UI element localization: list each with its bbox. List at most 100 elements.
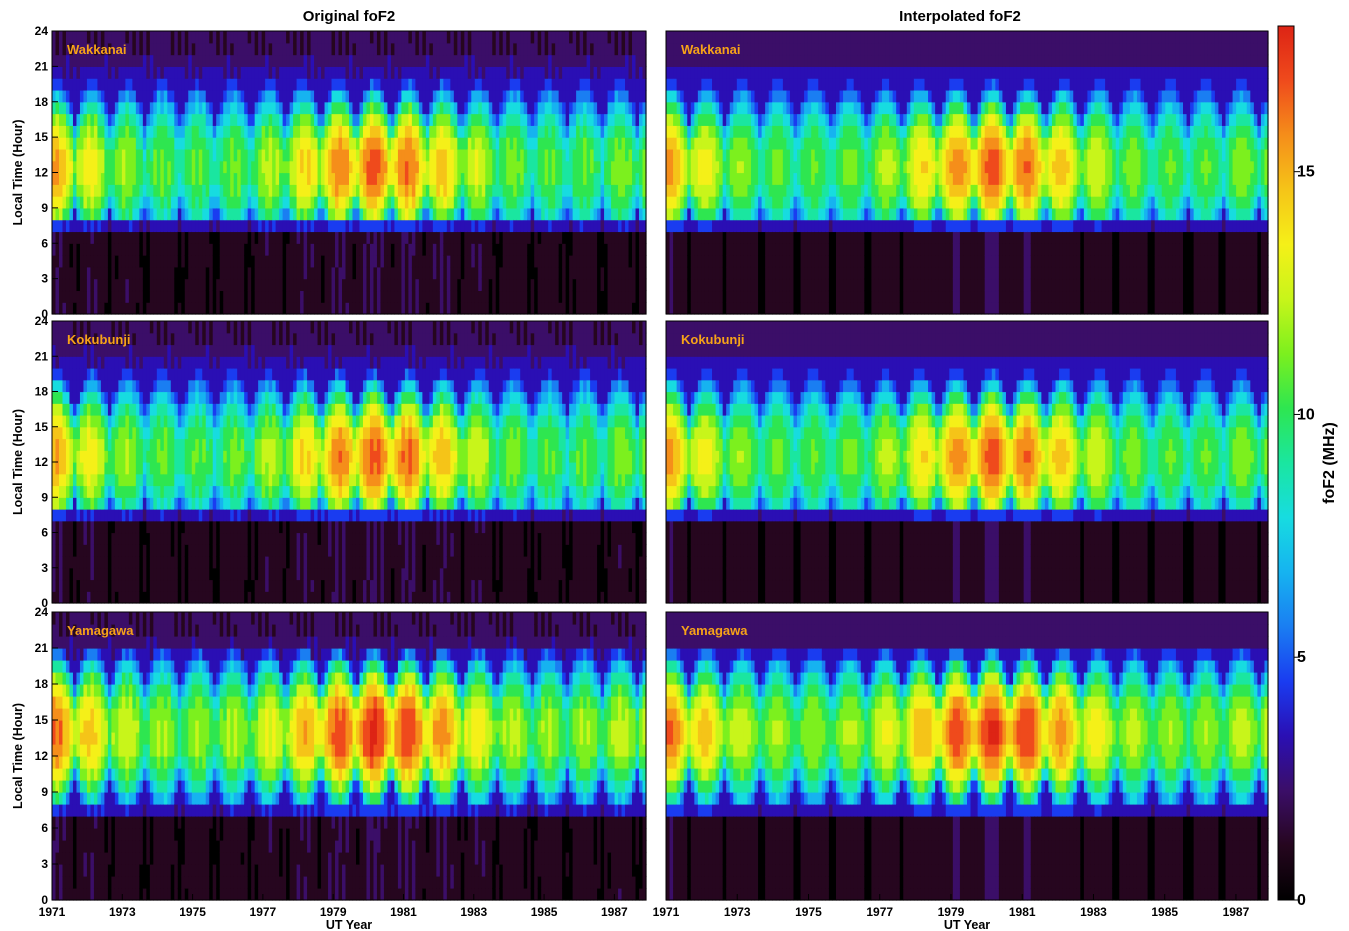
heatmap-cell	[185, 137, 189, 149]
heatmap-cell	[384, 243, 388, 255]
heatmap-cell	[639, 137, 643, 149]
heatmap-cell	[639, 208, 643, 220]
heatmap-cell	[283, 231, 287, 243]
heatmap-cell	[150, 255, 154, 267]
heatmap-cell	[426, 302, 430, 314]
heatmap-cell	[590, 114, 594, 126]
heatmap-cell	[433, 55, 437, 67]
heatmap-cell	[751, 114, 755, 126]
heatmap-cell	[415, 114, 419, 126]
heatmap-cell	[629, 243, 633, 255]
heatmap-cell	[436, 125, 440, 137]
heatmap-cell	[622, 290, 626, 302]
heatmap-cell	[55, 149, 59, 161]
heatmap-cell	[185, 31, 189, 43]
heatmap-cell	[478, 196, 482, 208]
heatmap-cell	[510, 137, 514, 149]
heatmap-cell	[199, 43, 203, 55]
heatmap-cell	[52, 114, 56, 126]
heatmap-cell	[359, 90, 363, 102]
heatmap-cell	[769, 43, 773, 55]
heatmap-cell	[304, 125, 308, 137]
heatmap-cell	[318, 290, 322, 302]
heatmap-cell	[398, 267, 402, 279]
heatmap-cell	[188, 149, 192, 161]
heatmap-cell	[436, 66, 440, 78]
heatmap-cell	[373, 78, 377, 90]
heatmap-cell	[171, 31, 175, 43]
heatmap-cell	[701, 90, 705, 102]
heatmap-cell	[673, 137, 677, 149]
heatmap-cell	[499, 184, 503, 196]
heatmap-cell	[391, 102, 395, 114]
heatmap-cell	[524, 161, 528, 173]
heatmap-cell	[538, 184, 542, 196]
heatmap-cell	[566, 66, 570, 78]
heatmap-cell	[719, 102, 723, 114]
heatmap-cell	[625, 220, 629, 232]
heatmap-cell	[356, 243, 360, 255]
heatmap-cell	[506, 125, 510, 137]
heatmap-cell	[209, 137, 213, 149]
heatmap-cell	[622, 208, 626, 220]
heatmap-cell	[461, 43, 465, 55]
heatmap-cell	[216, 66, 220, 78]
heatmap-cell	[199, 196, 203, 208]
heatmap-cell	[174, 173, 178, 185]
heatmap-cell	[384, 55, 388, 67]
heatmap-cell	[398, 243, 402, 255]
heatmap-cell	[541, 102, 545, 114]
heatmap-cell	[62, 220, 66, 232]
heatmap-cell	[601, 66, 605, 78]
heatmap-cell	[108, 196, 112, 208]
heatmap-cell	[405, 66, 409, 78]
heatmap-cell	[405, 102, 409, 114]
heatmap-cell	[447, 290, 451, 302]
heatmap-cell	[740, 290, 744, 302]
heatmap-cell	[513, 173, 517, 185]
heatmap-cell	[304, 302, 308, 314]
heatmap-cell	[359, 231, 363, 243]
heatmap-cell	[394, 173, 398, 185]
heatmap-cell	[705, 125, 709, 137]
heatmap-cell	[485, 208, 489, 220]
heatmap-cell	[62, 255, 66, 267]
heatmap-cell	[171, 43, 175, 55]
heatmap-cell	[94, 161, 98, 173]
heatmap-cell	[167, 149, 171, 161]
heatmap-cell	[216, 90, 220, 102]
heatmap-cell	[436, 196, 440, 208]
heatmap-cell	[346, 243, 350, 255]
heatmap-cell	[622, 173, 626, 185]
heatmap-cell	[440, 102, 444, 114]
heatmap-cell	[611, 114, 615, 126]
heatmap-cell	[265, 78, 269, 90]
heatmap-cell	[118, 78, 122, 90]
heatmap-cell	[457, 196, 461, 208]
heatmap-cell	[174, 31, 178, 43]
heatmap-cell	[286, 43, 290, 55]
heatmap-cell	[601, 31, 605, 43]
heatmap-cell	[108, 161, 112, 173]
heatmap-cell	[559, 243, 563, 255]
heatmap-cell	[94, 149, 98, 161]
heatmap-cell	[136, 173, 140, 185]
heatmap-cell	[237, 196, 241, 208]
heatmap-cell	[580, 161, 584, 173]
heatmap-cell	[94, 208, 98, 220]
heatmap-cell	[673, 279, 677, 291]
heatmap-cell	[279, 243, 283, 255]
heatmap-cell	[321, 102, 325, 114]
heatmap-cell	[677, 267, 681, 279]
heatmap-cell	[300, 43, 304, 55]
heatmap-cell	[701, 290, 705, 302]
heatmap-cell	[583, 43, 587, 55]
heatmap-cell	[492, 173, 496, 185]
heatmap-cell	[206, 184, 210, 196]
heatmap-cell	[464, 102, 468, 114]
heatmap-cell	[136, 220, 140, 232]
heatmap-cell	[622, 137, 626, 149]
heatmap-cell	[153, 137, 157, 149]
heatmap-cell	[436, 43, 440, 55]
heatmap-cell	[366, 102, 370, 114]
